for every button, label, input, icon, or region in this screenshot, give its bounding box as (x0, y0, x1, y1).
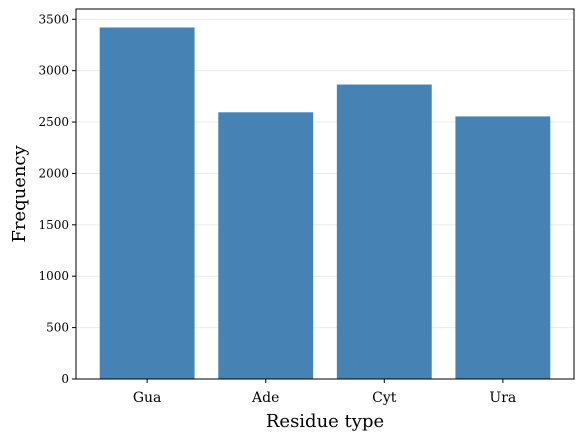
y-axis: 0 500 1000 1500 2000 2500 3000 3500 (38, 12, 76, 386)
bar-ura (455, 116, 551, 380)
y-tick-label: 3000 (38, 64, 69, 78)
bars (99, 27, 551, 380)
bar-cyt (336, 84, 432, 380)
x-tick-label: Ade (251, 390, 279, 406)
y-tick-label: 2500 (38, 115, 69, 129)
plot-frame (75, 8, 575, 380)
x-tick-label: Ura (489, 390, 516, 406)
x-tick-label: Gua (133, 390, 162, 406)
y-tick-label: 1000 (38, 269, 69, 283)
y-tick-label: 2000 (38, 166, 69, 180)
y-tick-label: 0 (61, 372, 69, 386)
y-tick-label: 1500 (38, 218, 69, 232)
bar-ade (218, 112, 314, 380)
bar-gua (99, 27, 195, 379)
x-tick-label: Cyt (372, 390, 397, 406)
y-axis-title: Frequency (9, 144, 30, 242)
y-tick-label: 3500 (38, 12, 69, 26)
y-tick-label: 500 (46, 321, 69, 335)
x-axis: Gua Ade Cyt Ura (133, 379, 516, 406)
x-axis-title: Residue type (266, 411, 384, 432)
